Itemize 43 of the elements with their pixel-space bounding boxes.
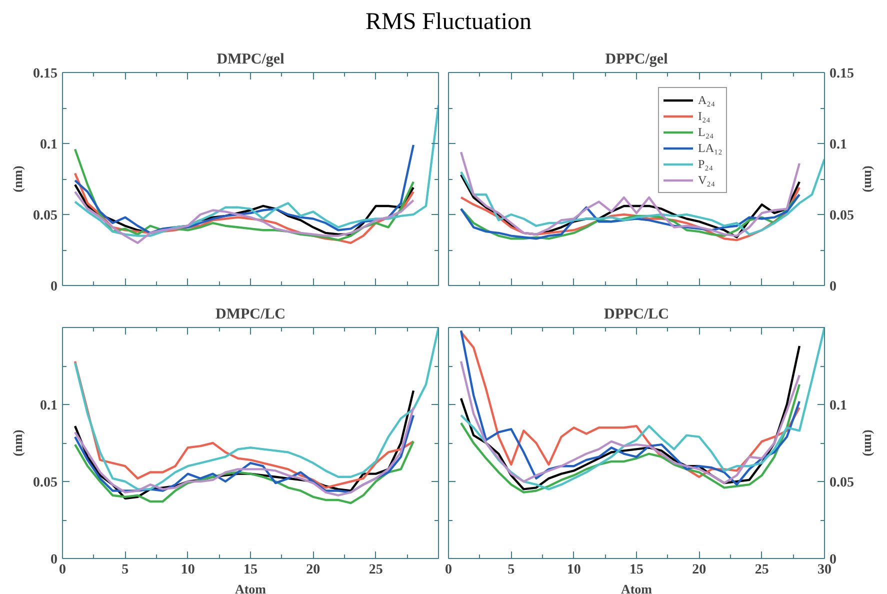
y2-tick-label: 0 (830, 280, 836, 294)
legend-label: A₂₄ (698, 92, 716, 108)
x-tick-label: 15 (244, 562, 258, 578)
legend-label: P₂₄ (698, 156, 714, 172)
y2-tick-label: 0.05 (830, 208, 854, 224)
y-tick-label: 0.1 (40, 138, 58, 152)
y-tick-label: 0 (50, 552, 58, 568)
y-tick-label: 0.15 (33, 66, 58, 82)
legend-label: LA₁₂ (698, 140, 722, 156)
chart-title: DPPC/LC (604, 306, 669, 322)
y-tick-label: 0.05 (33, 208, 58, 224)
legend-label: L₂₄ (698, 124, 715, 140)
legend-label: V₂₄ (698, 172, 716, 188)
x-tick-label: 10 (180, 562, 195, 578)
x-tick-label: 30 (818, 562, 832, 578)
legend-label: I₂₄ (698, 108, 712, 124)
chart-title: DMPC/gel (216, 52, 284, 68)
x-tick-label: 15 (630, 562, 644, 578)
x-tick-label: 5 (122, 562, 129, 578)
x-tick-label: 10 (566, 562, 581, 578)
y2-axis-title: (nm) (862, 166, 877, 192)
y-axis-title: (nm) (10, 430, 25, 456)
x-tick-label: 0 (445, 562, 452, 578)
y2-tick-label: 0 (830, 552, 836, 568)
x-tick-label: 20 (692, 562, 706, 578)
y-tick-label: 0 (50, 280, 58, 294)
x-tick-label: 25 (754, 562, 769, 578)
y2-tick-label: 0.1 (830, 398, 847, 414)
y-axis-title: (nm) (10, 166, 25, 192)
x-axis-title: Atom (620, 582, 652, 594)
chart-title: DPPC/gel (605, 52, 668, 68)
x-tick-label: 25 (368, 562, 383, 578)
x-tick-label: 20 (306, 562, 320, 578)
y2-axis-title: (nm) (862, 430, 877, 456)
y2-tick-label: 0.05 (830, 476, 854, 490)
chart-title: DMPC/LC (216, 306, 286, 322)
y2-tick-label: 0.1 (830, 138, 847, 152)
x-tick-label: 5 (508, 562, 515, 578)
y-tick-label: 0.05 (33, 476, 58, 490)
y-tick-label: 0.1 (40, 398, 58, 414)
text: RMS Fluctuation (365, 8, 532, 37)
x-axis-title: Atom (234, 582, 266, 594)
y2-tick-label: 0.15 (830, 66, 854, 82)
